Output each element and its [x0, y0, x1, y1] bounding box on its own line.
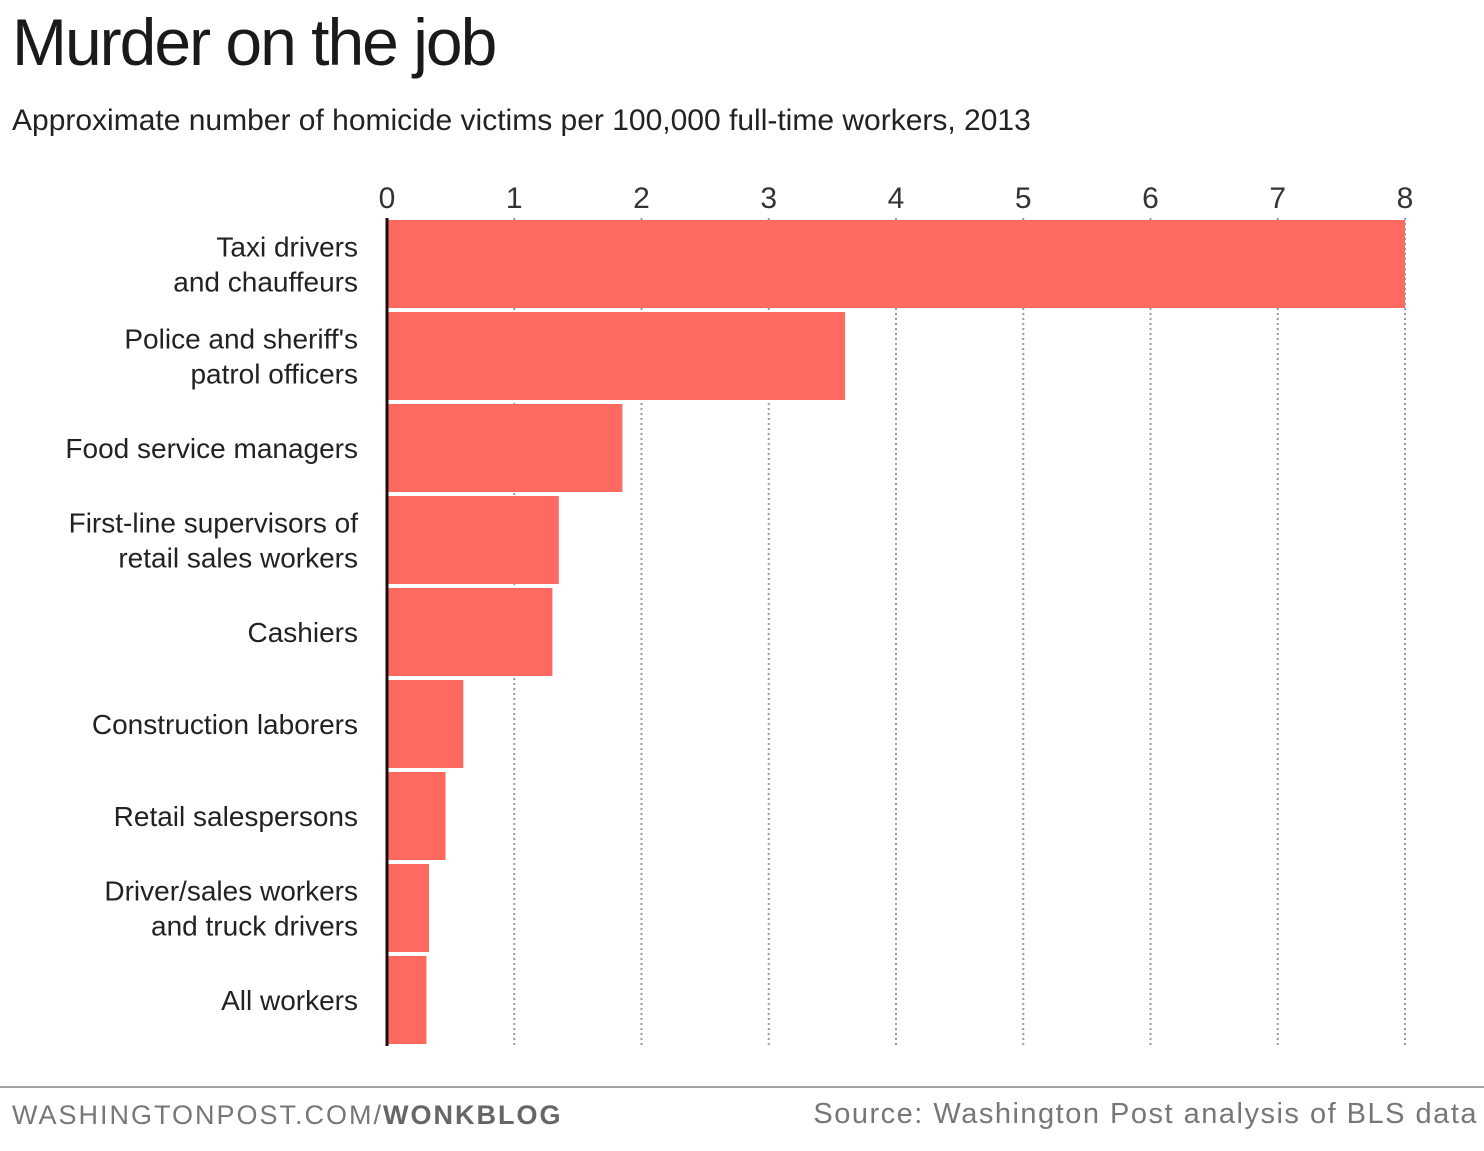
footer-blog: WONKBLOG: [383, 1100, 563, 1130]
chart-subtitle: Approximate number of homicide victims p…: [12, 104, 1031, 137]
x-tick-label: 5: [1015, 182, 1032, 215]
category-label-line: retail sales workers: [118, 543, 358, 574]
bar: [387, 680, 464, 768]
bar: [387, 588, 553, 676]
category-label-line: Driver/sales workers: [104, 876, 358, 907]
category-label: First-line supervisors of retail sales wo…: [69, 508, 359, 574]
x-tick-label: 6: [1142, 182, 1159, 215]
category-label: Police and sheriff's patrol officers: [124, 324, 358, 390]
category-label-line: and truck drivers: [151, 911, 358, 942]
bar: [387, 312, 846, 400]
x-tick-label: 8: [1397, 182, 1414, 215]
bar: [387, 496, 559, 584]
x-tick-label: 2: [633, 182, 650, 215]
category-label-line: and chauffeurs: [173, 267, 358, 298]
x-tick-label: 7: [1269, 182, 1286, 215]
x-tick-label: 0: [379, 182, 396, 215]
x-tick-label: 4: [888, 182, 905, 215]
bar: [387, 772, 446, 860]
bar: [387, 864, 429, 952]
footer-site: WASHINGTONPOST.COM/: [12, 1100, 384, 1130]
footer-credit: WASHINGTONPOST.COM/WONKBLOG: [12, 1100, 563, 1131]
bars: [387, 220, 1405, 1044]
bar-chart: 0 1 2 3 4 5 6 7 8 Taxi drivers and chauffeurs Poli…: [65, 182, 1414, 1046]
category-label-line: Taxi drivers: [216, 232, 358, 263]
category-label-line: Retail salespersons: [114, 801, 358, 832]
category-label-line: Food service managers: [65, 433, 358, 464]
x-tick-label: 1: [506, 182, 523, 215]
category-label: All workers: [221, 985, 358, 1016]
bar: [387, 404, 623, 492]
category-labels: Taxi drivers and chauffeurs Police and she…: [65, 232, 358, 1017]
x-axis-ticks: 0 1 2 3 4 5 6 7 8: [379, 182, 1414, 215]
bar: [387, 220, 1405, 308]
category-label: Taxi drivers and chauffeurs: [173, 232, 358, 298]
category-label-line: First-line supervisors of: [69, 508, 359, 539]
footer-divider: [0, 1086, 1484, 1088]
category-label: Driver/sales workers and truck drivers: [104, 876, 358, 942]
category-label: Retail salespersons: [114, 801, 358, 832]
category-label-line: Cashiers: [248, 617, 358, 648]
category-label: Food service managers: [65, 433, 358, 464]
footer-source: Source: Washington Post analysis of BLS …: [813, 1098, 1478, 1130]
chart-title: Murder on the job: [12, 5, 497, 79]
category-label: Construction laborers: [92, 709, 358, 740]
gridlines: [513, 218, 1406, 1046]
category-label-line: Construction laborers: [92, 709, 358, 740]
category-label-line: Police and sheriff's: [124, 324, 358, 355]
category-label-line: patrol officers: [190, 359, 358, 390]
x-tick-label: 3: [760, 182, 777, 215]
bar: [387, 956, 427, 1044]
category-label-line: All workers: [221, 985, 358, 1016]
category-label: Cashiers: [248, 617, 358, 648]
